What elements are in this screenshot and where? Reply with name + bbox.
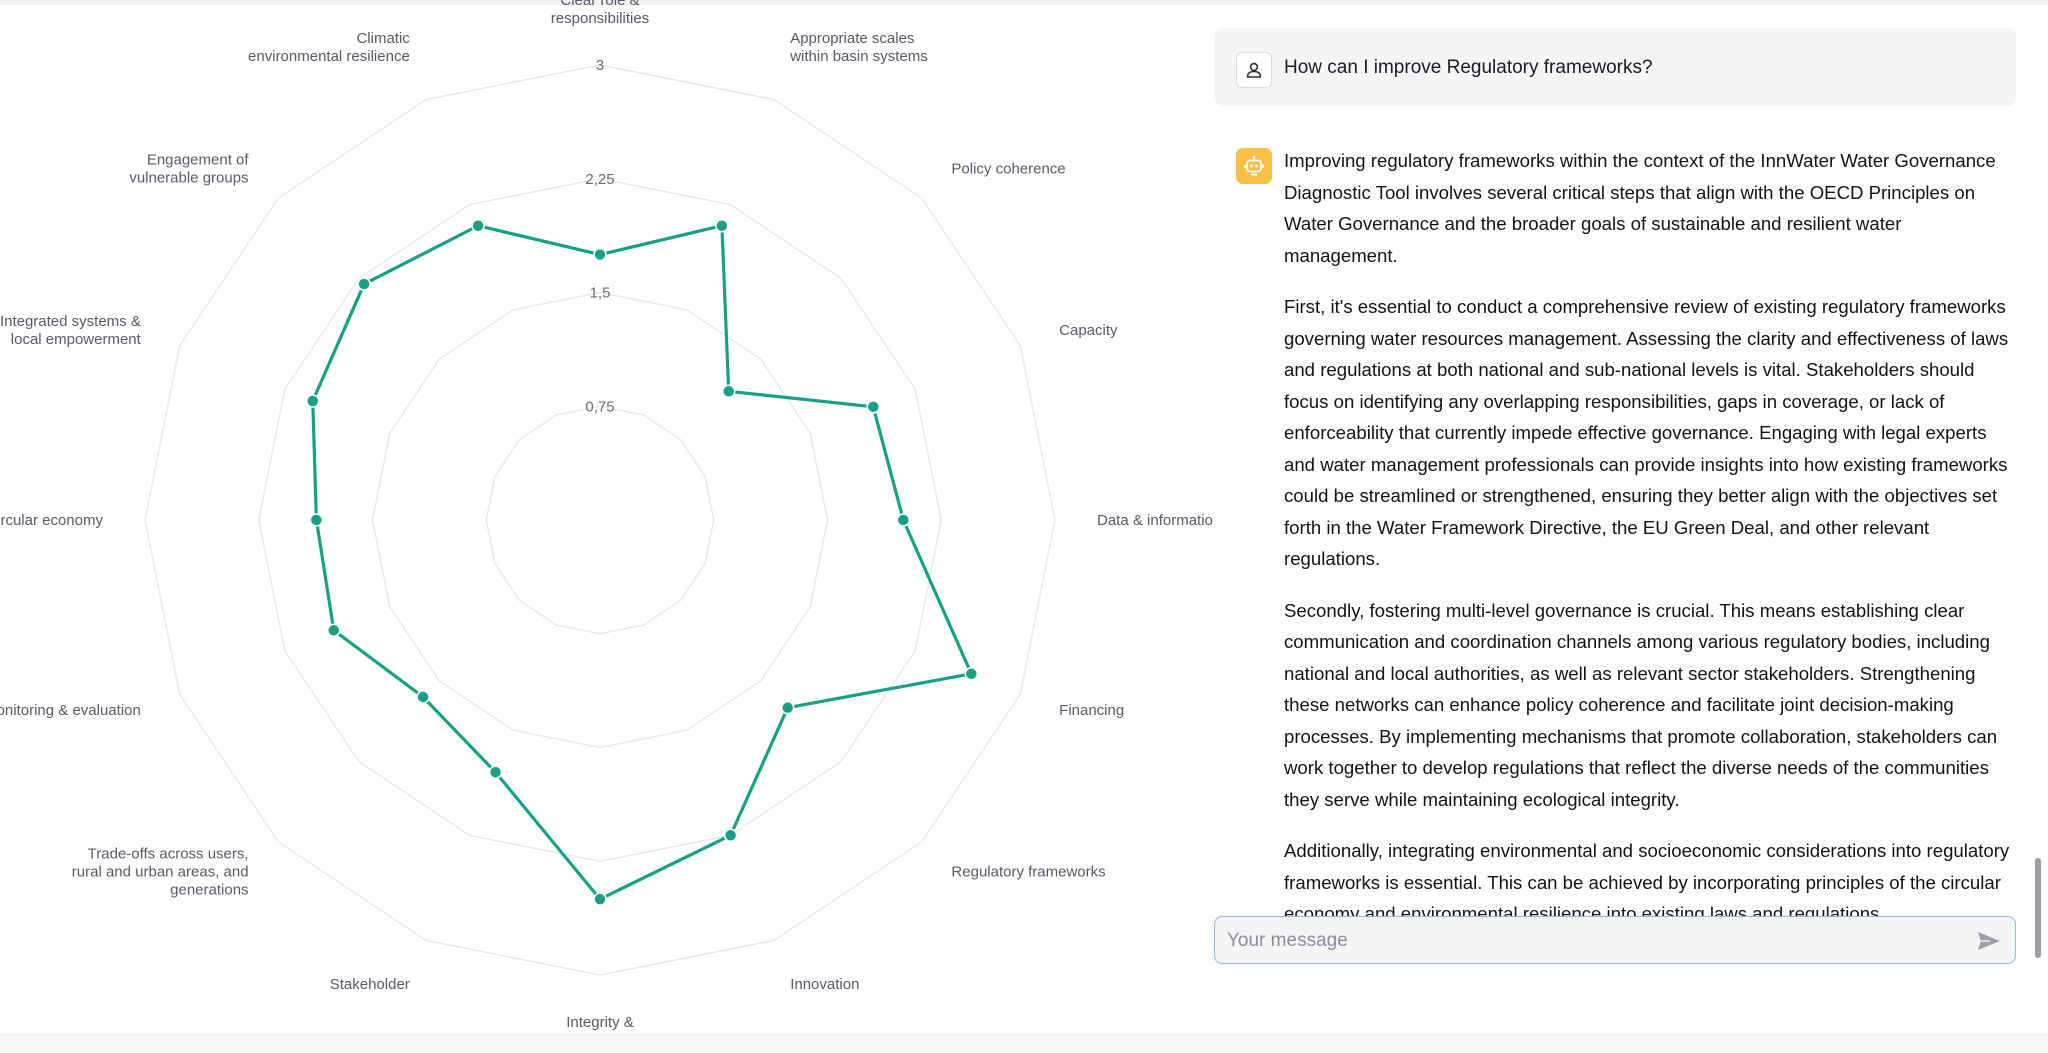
answer-paragraph: Secondly, fostering multi-level governan…: [1284, 599, 1998, 810]
radar-axis-label: Regulatory frameworks: [951, 863, 1105, 880]
answer-paragraph: Improving regulatory frameworks within t…: [1284, 150, 1996, 266]
radar-axis-label: Stakeholder: [330, 976, 410, 993]
radar-data-point: [488, 765, 503, 779]
radar-data-point: [723, 828, 738, 843]
answer-paragraph: Additionally, integrating environmental …: [1284, 840, 2010, 921]
radar-chart: Clear role & responsibilities Appropriate …: [0, 0, 1214, 1033]
radar-axis-label: Clear role & responsibilities: [551, 0, 649, 27]
radar-axis-label: Climatic environmental resilience: [248, 30, 410, 65]
radar-axis-labels: Clear role & responsibilities Appropriate …: [0, 0, 1214, 1033]
send-button[interactable]: [1975, 928, 2003, 954]
radar-grid-ring-4: [144, 64, 1056, 976]
radar-data-point: [721, 384, 736, 399]
radar-axis-label: Circular economy: [0, 512, 103, 529]
radar-axis-label: Financing: [1059, 702, 1124, 719]
radar-tick-label: 2,25: [585, 171, 614, 188]
radar-tick-label: 0,75: [585, 398, 614, 415]
scrollbar-thumb[interactable]: [2035, 858, 2041, 958]
send-icon: [1978, 932, 2000, 950]
radar-data-point: [471, 218, 485, 233]
radar-axis-label: Data & information: [1097, 512, 1214, 529]
radar-series: [306, 218, 979, 906]
robot-icon: [1244, 155, 1264, 176]
radar-axis-label: Engagement of vulnerable groups: [129, 152, 249, 187]
radar-data-point: [896, 513, 911, 527]
radar-grid-ring-3: [258, 178, 942, 862]
chat-panel: How can I improve Regulatory frameworks?…: [1214, 28, 2016, 964]
radar-data-point: [964, 667, 979, 681]
radar-tick-labels: 0,75 1,5 2,25 3: [585, 57, 614, 415]
radar-axis-label: Trade-offs across users, rural and urban …: [72, 845, 249, 898]
radar-series-line: [311, 224, 973, 901]
radar-grid: [144, 64, 1056, 976]
answer-paragraph: First, it's essential to conduct a compr…: [1284, 296, 2009, 569]
radar-axis-label: Innovation: [790, 976, 859, 993]
user-message: How can I improve Regulatory frameworks?: [1214, 28, 2016, 106]
radar-tick-label: 3: [596, 57, 604, 74]
radar-axis-label: Integrity &transparency: [557, 1014, 644, 1033]
user-icon: [1246, 62, 1262, 78]
message-input[interactable]: [1225, 925, 1969, 957]
top-strip: [0, 0, 2048, 5]
radar-axis-label: Monitoring & evaluation: [0, 702, 141, 719]
assistant-answer: Improving regulatory frameworks within t…: [1284, 145, 2020, 921]
radar-data-point: [780, 700, 795, 715]
radar-grid-ring-1: [485, 405, 715, 635]
message-input-box: [1214, 916, 2016, 964]
radar-data-point: [715, 218, 729, 233]
bottom-strip: [0, 1033, 2048, 1053]
user-message-text: How can I improve Regulatory frameworks?: [1284, 57, 1653, 78]
radar-data-point: [866, 400, 880, 414]
radar-grid-ring-2: [371, 291, 829, 749]
radar-data-point: [593, 247, 607, 262]
radar-data-point: [306, 394, 320, 408]
radar-data-point: [309, 513, 324, 527]
radar-data-point: [416, 690, 430, 704]
radar-tick-label: 1,5: [590, 285, 611, 302]
radar-data-point: [357, 277, 371, 291]
radar-axis-label: Capacity: [1059, 322, 1118, 339]
radar-axis-label: Integrated systems & local empowerment: [0, 313, 142, 348]
bot-avatar: [1236, 148, 1272, 184]
radar-data-point: [593, 892, 607, 906]
user-avatar: [1236, 52, 1272, 88]
radar-axis-label: Policy coherence: [951, 161, 1065, 178]
radar-axis-label: Appropriate scales within basin systems: [789, 30, 928, 65]
radar-data-point: [327, 623, 341, 638]
